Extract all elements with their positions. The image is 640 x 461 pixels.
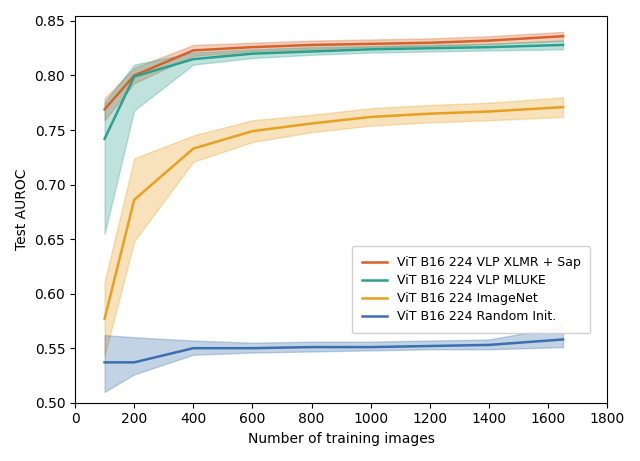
ViT B16 224 VLP MLUKE: [189, 56, 197, 62]
Line: ViT B16 224 ImageNet: ViT B16 224 ImageNet: [104, 107, 563, 319]
ViT B16 224 Random Init.: [131, 360, 138, 365]
ViT B16 224 Random Init.: [308, 344, 316, 350]
ViT B16 224 VLP XLMR + Sap: [131, 73, 138, 78]
ViT B16 224 VLP MLUKE: [559, 42, 567, 48]
ViT B16 224 VLP XLMR + Sap: [100, 106, 108, 112]
ViT B16 224 ImageNet: [367, 114, 374, 120]
ViT B16 224 ImageNet: [426, 111, 434, 117]
ViT B16 224 VLP MLUKE: [100, 136, 108, 142]
ViT B16 224 ImageNet: [308, 121, 316, 126]
ViT B16 224 Random Init.: [367, 344, 374, 350]
ViT B16 224 VLP XLMR + Sap: [308, 42, 316, 48]
ViT B16 224 VLP MLUKE: [131, 74, 138, 79]
ViT B16 224 Random Init.: [485, 342, 493, 348]
Line: ViT B16 224 VLP MLUKE: ViT B16 224 VLP MLUKE: [104, 45, 563, 139]
Y-axis label: Test AUROC: Test AUROC: [15, 168, 29, 250]
ViT B16 224 VLP MLUKE: [248, 51, 256, 56]
ViT B16 224 VLP XLMR + Sap: [189, 47, 197, 53]
Line: ViT B16 224 Random Init.: ViT B16 224 Random Init.: [104, 339, 563, 362]
ViT B16 224 VLP XLMR + Sap: [367, 41, 374, 47]
ViT B16 224 VLP XLMR + Sap: [248, 44, 256, 50]
ViT B16 224 VLP MLUKE: [426, 46, 434, 51]
ViT B16 224 Random Init.: [248, 345, 256, 351]
ViT B16 224 Random Init.: [559, 337, 567, 342]
ViT B16 224 ImageNet: [485, 109, 493, 114]
ViT B16 224 VLP MLUKE: [308, 49, 316, 54]
ViT B16 224 ImageNet: [100, 316, 108, 321]
Legend: ViT B16 224 VLP XLMR + Sap, ViT B16 224 VLP MLUKE, ViT B16 224 ImageNet, ViT B16: ViT B16 224 VLP XLMR + Sap, ViT B16 224 …: [351, 246, 591, 333]
ViT B16 224 ImageNet: [248, 128, 256, 134]
ViT B16 224 ImageNet: [131, 197, 138, 202]
ViT B16 224 VLP XLMR + Sap: [426, 40, 434, 46]
X-axis label: Number of training images: Number of training images: [248, 432, 435, 446]
Line: ViT B16 224 VLP XLMR + Sap: ViT B16 224 VLP XLMR + Sap: [104, 36, 563, 109]
ViT B16 224 VLP MLUKE: [367, 47, 374, 52]
ViT B16 224 ImageNet: [559, 104, 567, 110]
ViT B16 224 Random Init.: [426, 343, 434, 349]
ViT B16 224 Random Init.: [100, 360, 108, 365]
ViT B16 224 ImageNet: [189, 146, 197, 151]
ViT B16 224 VLP XLMR + Sap: [559, 34, 567, 39]
ViT B16 224 Random Init.: [189, 345, 197, 351]
ViT B16 224 VLP XLMR + Sap: [485, 38, 493, 43]
ViT B16 224 VLP MLUKE: [485, 44, 493, 50]
